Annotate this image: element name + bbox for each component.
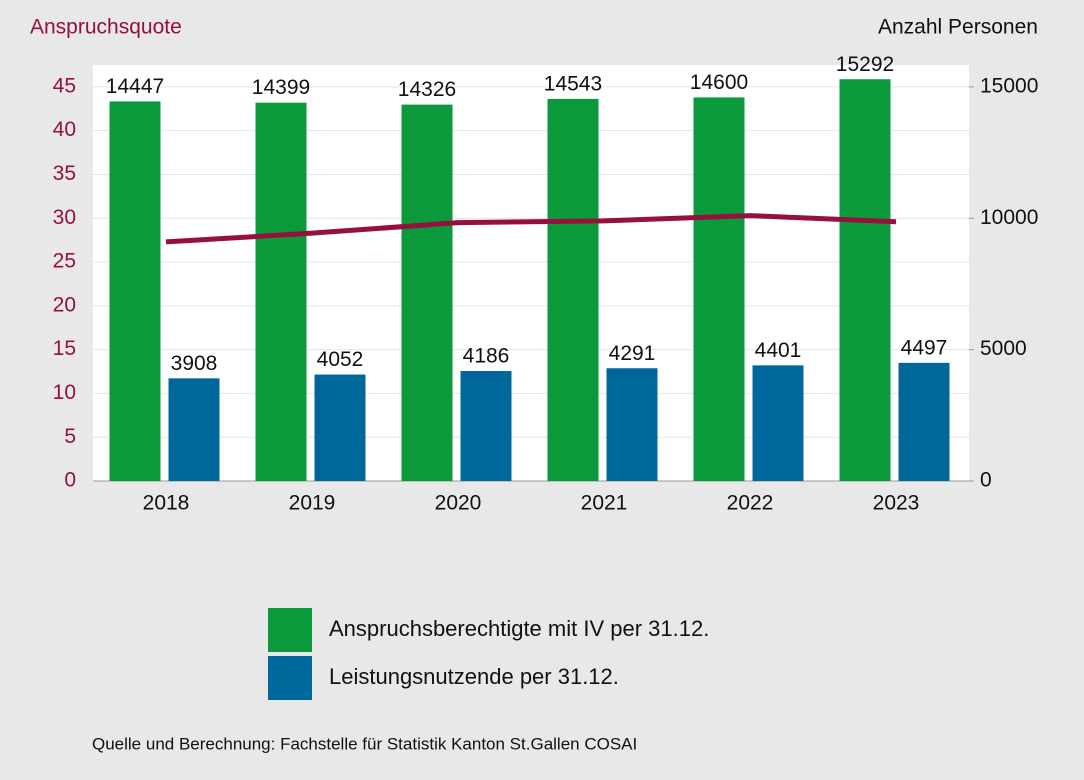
x-tick-label: 2018 xyxy=(143,492,190,515)
bar xyxy=(168,378,220,481)
legend-swatch xyxy=(268,656,312,700)
y-tick-label: 40 xyxy=(53,118,76,141)
x-tick-label: 2019 xyxy=(289,492,336,515)
data-label: 3908 xyxy=(171,352,218,375)
x-tick-label: 2020 xyxy=(435,492,482,515)
data-label: 14447 xyxy=(106,75,164,98)
y2-tick-label: 10000 xyxy=(980,206,1038,229)
source-note: Quelle und Berechnung: Fachstelle für St… xyxy=(92,734,637,753)
x-tick-label: 2021 xyxy=(581,492,628,515)
bar xyxy=(693,97,745,482)
bar xyxy=(898,362,950,481)
legend-swatch xyxy=(268,608,312,652)
data-label: 14326 xyxy=(398,78,456,101)
y2-axis-title: Anzahl Personen xyxy=(878,16,1038,39)
y2-tick-label: 15000 xyxy=(980,74,1038,97)
y-tick-label: 45 xyxy=(53,74,76,97)
data-label: 4186 xyxy=(463,345,510,368)
bar xyxy=(547,98,599,481)
data-label: 14543 xyxy=(544,72,602,95)
y-tick-label: 5 xyxy=(64,425,76,448)
y-tick-label: 25 xyxy=(53,250,76,273)
y-tick-label: 0 xyxy=(64,469,76,492)
data-label: 4401 xyxy=(755,339,802,362)
x-tick-label: 2022 xyxy=(727,492,774,515)
line xyxy=(165,213,897,245)
y-tick-label: 20 xyxy=(53,293,76,316)
bar xyxy=(460,371,512,481)
data-label: 4497 xyxy=(901,336,948,359)
plot-area xyxy=(93,65,969,481)
y-tick-label: 35 xyxy=(53,162,76,185)
bar xyxy=(839,79,891,482)
bar xyxy=(606,368,658,481)
x-tick-label: 2023 xyxy=(873,492,920,515)
y-tick-label: 30 xyxy=(53,206,76,229)
y2-tick-label: 0 xyxy=(980,469,992,492)
y-tick-label: 15 xyxy=(53,337,76,360)
bar xyxy=(314,374,366,481)
data-label: 4052 xyxy=(317,348,364,371)
data-label: 14600 xyxy=(690,71,748,94)
legend-label: Leistungsnutzende per 31.12. xyxy=(329,664,619,689)
y-tick-label: 10 xyxy=(53,381,76,404)
legend-label: Anspruchsberechtigte mit IV per 31.12. xyxy=(329,616,709,641)
data-label: 4291 xyxy=(609,342,656,365)
y2-tick-label: 5000 xyxy=(980,337,1027,360)
bar xyxy=(109,101,161,482)
bar xyxy=(255,102,307,482)
bar xyxy=(752,365,804,481)
bar xyxy=(401,104,453,481)
data-label: 14399 xyxy=(252,76,310,99)
data-label: 15292 xyxy=(836,53,894,76)
y-axis-title: Anspruchsquote xyxy=(30,16,182,39)
